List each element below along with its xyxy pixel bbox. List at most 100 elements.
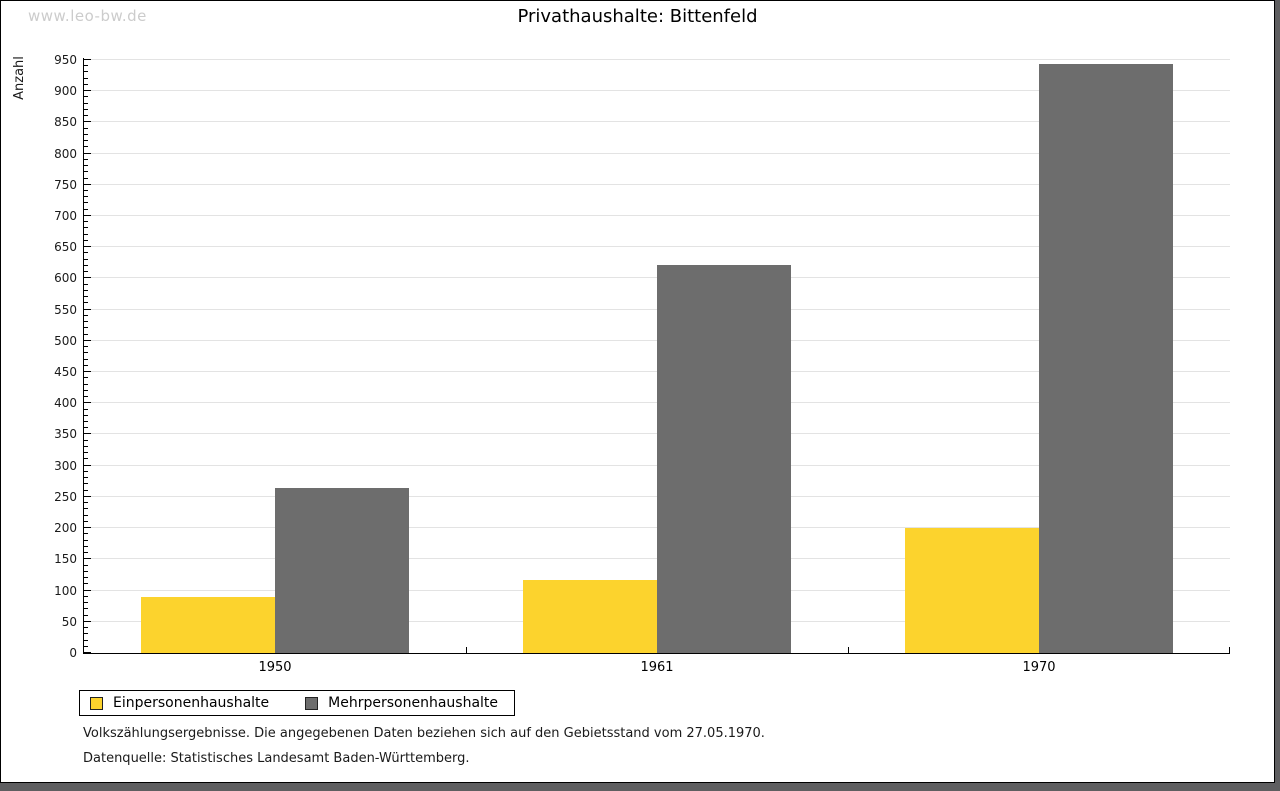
bar-mehrpersonenhaushalte-1950 xyxy=(275,488,409,653)
y-tick-label-800: 800 xyxy=(54,146,77,161)
y-tick-label-100: 100 xyxy=(54,583,77,598)
y-minor-tick-190 xyxy=(84,533,88,535)
y-minor-tick-590 xyxy=(84,283,88,285)
bar-mehrpersonenhaushalte-1970 xyxy=(1039,63,1173,653)
y-tick-label-350: 350 xyxy=(54,427,77,442)
y-minor-tick-770 xyxy=(84,171,88,173)
y-minor-tick-660 xyxy=(84,239,88,241)
footnote-source: Datenquelle: Statistisches Landesamt Bad… xyxy=(83,751,470,766)
y-minor-tick-40 xyxy=(84,627,88,629)
y-minor-tick-860 xyxy=(84,115,88,117)
y-minor-tick-70 xyxy=(84,608,88,610)
legend-swatch-einpersonenhaushalte xyxy=(90,696,103,710)
y-minor-tick-790 xyxy=(84,158,88,160)
y-minor-tick-560 xyxy=(84,302,88,304)
y-major-tick-700 xyxy=(84,214,91,216)
y-minor-tick-310 xyxy=(84,458,88,460)
y-minor-tick-680 xyxy=(84,227,88,229)
y-minor-tick-360 xyxy=(84,427,88,429)
legend: Einpersonenhaushalte Mehrpersonenhaushalt… xyxy=(79,690,516,716)
y-minor-tick-910 xyxy=(84,83,88,85)
y-axis-tick-labels: 0 50 100 150 200 250 300 350 400 450 500 550 600 650 7… xyxy=(1,53,77,660)
y-minor-tick-630 xyxy=(84,258,88,260)
y-minor-tick-460 xyxy=(84,364,88,366)
y-tick-label-600: 600 xyxy=(54,271,77,286)
y-major-tick-100 xyxy=(84,589,91,591)
y-minor-tick-840 xyxy=(84,127,88,129)
y-minor-tick-340 xyxy=(84,439,88,441)
y-tick-label-150: 150 xyxy=(54,552,77,567)
x-boundary-tick-2 xyxy=(848,647,849,653)
gridline-850 xyxy=(84,121,1230,123)
y-minor-tick-690 xyxy=(84,221,88,223)
y-tick-label-500: 500 xyxy=(54,333,77,348)
y-minor-tick-440 xyxy=(84,377,88,379)
y-minor-tick-410 xyxy=(84,396,88,398)
y-major-tick-50 xyxy=(84,620,91,622)
legend-item-mehrpersonenhaushalte: Mehrpersonenhaushalte xyxy=(305,695,498,711)
y-major-tick-800 xyxy=(84,152,91,154)
y-major-tick-450 xyxy=(84,371,91,373)
bar-einpersonenhaushalte-1950 xyxy=(141,597,275,653)
y-minor-tick-940 xyxy=(84,65,88,67)
gridline-950 xyxy=(84,58,1230,60)
y-tick-label-400: 400 xyxy=(54,396,77,411)
y-minor-tick-820 xyxy=(84,140,88,142)
x-axis-label-1950: 1950 xyxy=(258,660,292,675)
y-minor-tick-380 xyxy=(84,414,88,416)
y-minor-tick-470 xyxy=(84,358,88,360)
y-minor-tick-120 xyxy=(84,577,88,579)
y-tick-label-900: 900 xyxy=(54,84,77,99)
y-minor-tick-170 xyxy=(84,545,88,547)
y-major-tick-950 xyxy=(84,58,91,60)
y-minor-tick-90 xyxy=(84,595,88,597)
y-minor-tick-930 xyxy=(84,71,88,73)
y-minor-tick-830 xyxy=(84,133,88,135)
y-minor-tick-920 xyxy=(84,77,88,79)
x-boundary-tick-3 xyxy=(1229,647,1230,653)
y-major-tick-350 xyxy=(84,433,91,435)
x-boundary-tick-1 xyxy=(466,647,467,653)
y-major-tick-500 xyxy=(84,339,91,341)
y-minor-tick-260 xyxy=(84,489,88,491)
y-minor-tick-290 xyxy=(84,470,88,472)
y-minor-tick-760 xyxy=(84,177,88,179)
legend-label-einpersonenhaushalte: Einpersonenhaushalte xyxy=(113,695,270,711)
y-tick-label-450: 450 xyxy=(54,365,77,380)
y-minor-tick-370 xyxy=(84,421,88,422)
y-minor-tick-110 xyxy=(84,583,88,585)
y-major-tick-600 xyxy=(84,277,91,279)
legend-label-mehrpersonenhaushalte: Mehrpersonenhaushalte xyxy=(328,695,499,711)
y-minor-tick-740 xyxy=(84,190,88,191)
chart-title: Privathaushalte: Bittenfeld xyxy=(517,6,758,27)
y-major-tick-850 xyxy=(84,121,91,123)
y-minor-tick-390 xyxy=(84,408,88,410)
y-minor-tick-510 xyxy=(84,333,88,335)
y-minor-tick-180 xyxy=(84,539,88,541)
y-minor-tick-710 xyxy=(84,208,88,210)
legend-swatch-mehrpersonenhaushalte xyxy=(305,696,319,710)
y-minor-tick-530 xyxy=(84,321,88,323)
gridline-700 xyxy=(84,214,1230,216)
y-minor-tick-480 xyxy=(84,352,88,354)
y-minor-tick-210 xyxy=(84,520,88,522)
y-minor-tick-570 xyxy=(84,296,88,298)
y-tick-label-50: 50 xyxy=(61,614,77,629)
x-axis-label-1970: 1970 xyxy=(1022,660,1056,675)
y-tick-label-700: 700 xyxy=(54,208,77,223)
footnote-census: Volkszählungsergebnisse. Die angegebenen… xyxy=(83,726,765,741)
y-minor-tick-520 xyxy=(84,327,88,329)
y-minor-tick-280 xyxy=(84,477,88,479)
y-minor-tick-80 xyxy=(84,602,88,604)
y-minor-tick-540 xyxy=(84,314,88,316)
y-tick-label-0: 0 xyxy=(69,646,77,660)
y-minor-tick-160 xyxy=(84,552,88,554)
y-major-tick-400 xyxy=(84,402,91,404)
y-major-tick-250 xyxy=(84,495,91,497)
y-minor-tick-430 xyxy=(84,383,88,385)
y-minor-tick-880 xyxy=(84,102,88,104)
y-minor-tick-730 xyxy=(84,196,88,198)
x-axis-label-1961: 1961 xyxy=(640,660,674,675)
gridline-650 xyxy=(84,246,1230,248)
